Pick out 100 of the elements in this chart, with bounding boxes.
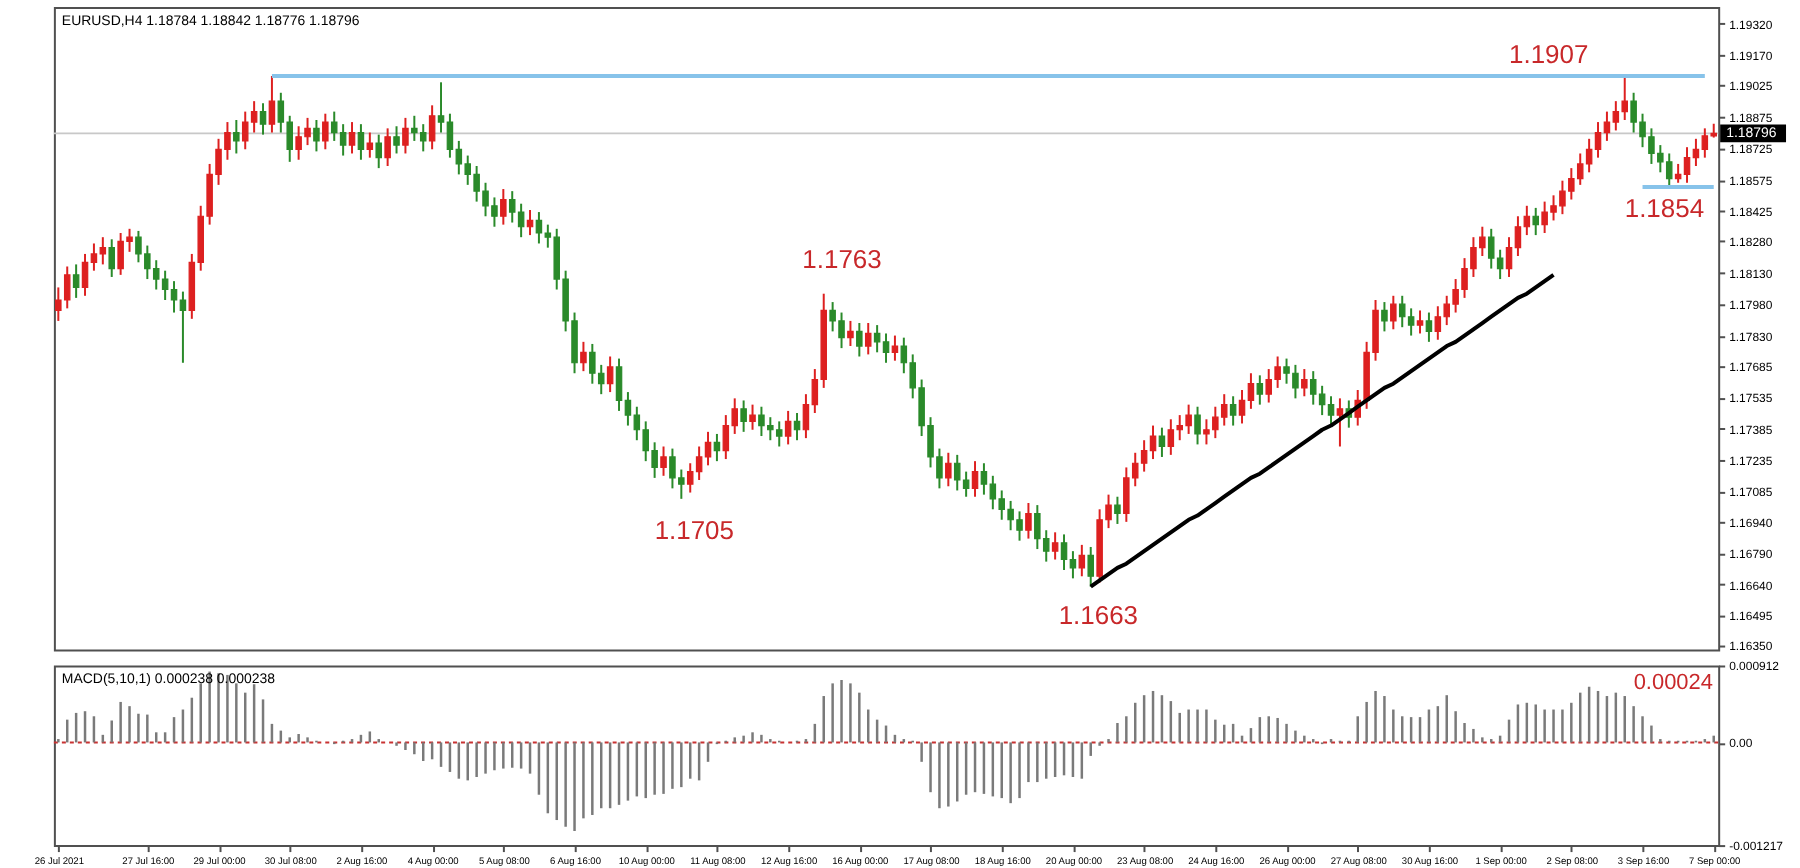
candlestick	[1407, 307, 1415, 337]
candlestick	[63, 265, 71, 310]
candlestick	[1301, 368, 1308, 398]
candlestick	[1336, 397, 1344, 448]
candlestick	[1381, 301, 1388, 333]
annotation: 1.1907	[1509, 39, 1589, 70]
candlestick	[1114, 495, 1121, 525]
candlestick	[1194, 405, 1201, 446]
candlestick	[233, 118, 240, 155]
candlestick	[402, 116, 409, 155]
candlestick	[384, 127, 391, 168]
candlestick	[1585, 137, 1593, 174]
candlestick	[1594, 121, 1602, 159]
candlestick	[535, 211, 543, 245]
candlestick	[945, 451, 952, 488]
annotation: 1.1763	[802, 244, 882, 275]
candlestick	[1532, 206, 1539, 237]
annotation: 1.1705	[654, 514, 734, 545]
candlestick	[980, 462, 988, 496]
candlestick	[1390, 294, 1397, 331]
candlestick	[1247, 372, 1255, 410]
candlestick	[357, 123, 365, 161]
candlestick	[962, 470, 970, 498]
candlestick	[1683, 146, 1691, 184]
candlestick	[1220, 393, 1228, 427]
candlestick	[1309, 370, 1317, 406]
candlestick	[330, 110, 338, 142]
candlestick	[891, 334, 899, 362]
candlestick	[428, 104, 436, 151]
candlestick	[1576, 152, 1584, 186]
candlestick	[1238, 388, 1246, 425]
candlestick	[170, 280, 178, 314]
candlestick	[749, 403, 756, 431]
candlestick	[339, 123, 347, 157]
candlestick	[953, 453, 961, 492]
line-series	[1088, 272, 1556, 589]
annotation: 1.1854	[1624, 192, 1705, 223]
candlestick	[108, 238, 115, 278]
candlestick	[1701, 127, 1709, 159]
candlestick	[1425, 311, 1433, 343]
candlestick	[1149, 424, 1157, 461]
candlestick	[1025, 502, 1032, 540]
candlestick	[1078, 543, 1086, 578]
candlestick	[1060, 533, 1068, 571]
candlestick	[1158, 426, 1166, 458]
candlestick	[740, 399, 747, 433]
candlestick	[784, 409, 792, 446]
candlestick	[847, 319, 854, 348]
candlestick	[1229, 395, 1237, 427]
candlestick	[313, 118, 320, 153]
candlestick	[72, 263, 80, 299]
candlestick	[1140, 439, 1148, 473]
candlestick	[446, 112, 454, 159]
candlestick	[375, 133, 382, 170]
candlestick	[1487, 227, 1495, 270]
candlestick	[660, 445, 667, 477]
annotation: 1.1663	[1058, 600, 1139, 631]
candlestick	[393, 125, 400, 155]
candlestick	[606, 355, 614, 394]
candlestick	[1434, 305, 1442, 341]
candlestick	[1069, 550, 1077, 580]
candlestick	[1327, 395, 1335, 427]
candlestick	[775, 420, 783, 448]
candlestick	[1087, 545, 1094, 588]
candlestick	[99, 236, 107, 266]
candlestick	[1051, 531, 1059, 561]
candlestick	[1416, 309, 1424, 335]
candlestick	[1167, 418, 1175, 456]
candlestick	[1612, 100, 1620, 132]
candlestick	[259, 102, 267, 136]
candlestick	[722, 414, 730, 461]
candlestick	[882, 332, 890, 364]
candlestick	[81, 252, 89, 297]
candlestick	[864, 322, 872, 356]
candlestick	[1398, 294, 1406, 329]
candlestick	[508, 190, 516, 224]
candlestick	[1665, 152, 1673, 188]
candlestick	[1256, 374, 1264, 406]
candlestick	[161, 269, 169, 301]
candlestick	[241, 110, 249, 151]
candlestick	[268, 75, 276, 134]
candlestick	[322, 112, 329, 151]
candlestick	[704, 430, 712, 467]
candlestick	[971, 460, 979, 498]
candlestick	[500, 188, 507, 226]
candlestick	[179, 290, 187, 364]
candlestick	[348, 121, 356, 155]
candlestick	[152, 259, 160, 291]
candlestick	[695, 445, 703, 481]
candlestick	[856, 322, 863, 358]
candlestick	[1621, 75, 1628, 121]
candlestick	[580, 340, 587, 373]
candlestick	[517, 202, 525, 239]
candlestick	[250, 100, 258, 134]
candlestick	[419, 123, 427, 153]
candlestick	[615, 357, 623, 412]
annotation: 0.00024	[1633, 671, 1713, 696]
candlestick	[686, 462, 694, 494]
candlestick	[366, 131, 374, 159]
candlestick	[1603, 110, 1611, 142]
